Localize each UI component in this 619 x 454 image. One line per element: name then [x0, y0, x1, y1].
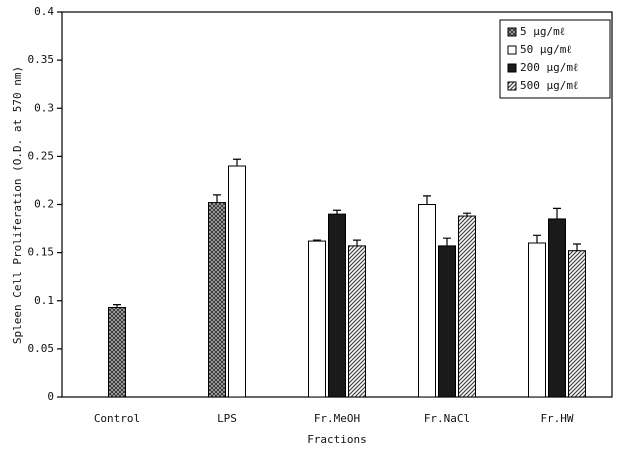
y-tick-label: 0.05 [28, 342, 55, 355]
error-bar [213, 194, 221, 203]
x-tick-label: Fr.NaCl [424, 412, 470, 425]
x-tick-label: Fr.HW [540, 412, 573, 425]
error-bar [113, 304, 121, 308]
legend-label: 5 μg/mℓ [520, 25, 565, 38]
error-bar [233, 158, 241, 166]
error-bar [533, 234, 541, 243]
legend-label: 200 μg/mℓ [520, 61, 578, 74]
error-bar [353, 239, 361, 246]
y-tick-label: 0.4 [34, 5, 54, 18]
legend-label: 50 μg/mℓ [520, 43, 572, 56]
error-bar [573, 243, 581, 251]
y-tick-label: 0.35 [28, 53, 55, 66]
bar [228, 165, 246, 398]
error-bar [443, 237, 451, 246]
x-tick-label: Fr.MeOH [314, 412, 360, 425]
legend-box [499, 19, 611, 99]
bar [568, 250, 586, 398]
bar [458, 215, 476, 398]
y-tick-label: 0.3 [34, 101, 54, 114]
y-axis-label: Spleen Cell Proliferation (O.D. at 570 n… [11, 66, 24, 344]
x-tick-label: Control [94, 412, 140, 425]
bar [108, 306, 126, 398]
bar [328, 213, 346, 398]
x-axis-label: Fractions [307, 433, 367, 446]
legend-label: 500 μg/mℓ [520, 79, 578, 92]
bar [528, 242, 546, 398]
error-bar [423, 195, 431, 205]
error-bar [463, 212, 471, 217]
bar [548, 218, 566, 398]
error-bar [313, 239, 321, 242]
y-tick-label: 0.2 [34, 198, 54, 211]
legend-swatch [507, 63, 517, 73]
legend-swatch [507, 45, 517, 55]
y-tick-label: 0.1 [34, 294, 54, 307]
y-tick-label: 0 [47, 390, 54, 403]
error-bar [333, 209, 341, 215]
legend-swatch [507, 81, 517, 91]
y-tick-label: 0.25 [28, 149, 55, 162]
bar [308, 240, 326, 398]
bar [348, 245, 366, 398]
x-tick-label: LPS [217, 412, 237, 425]
error-bar [553, 207, 561, 219]
bar [208, 202, 226, 398]
bar [438, 245, 456, 398]
legend-swatch [507, 27, 517, 37]
y-tick-label: 0.15 [28, 246, 55, 259]
bar [418, 204, 436, 398]
